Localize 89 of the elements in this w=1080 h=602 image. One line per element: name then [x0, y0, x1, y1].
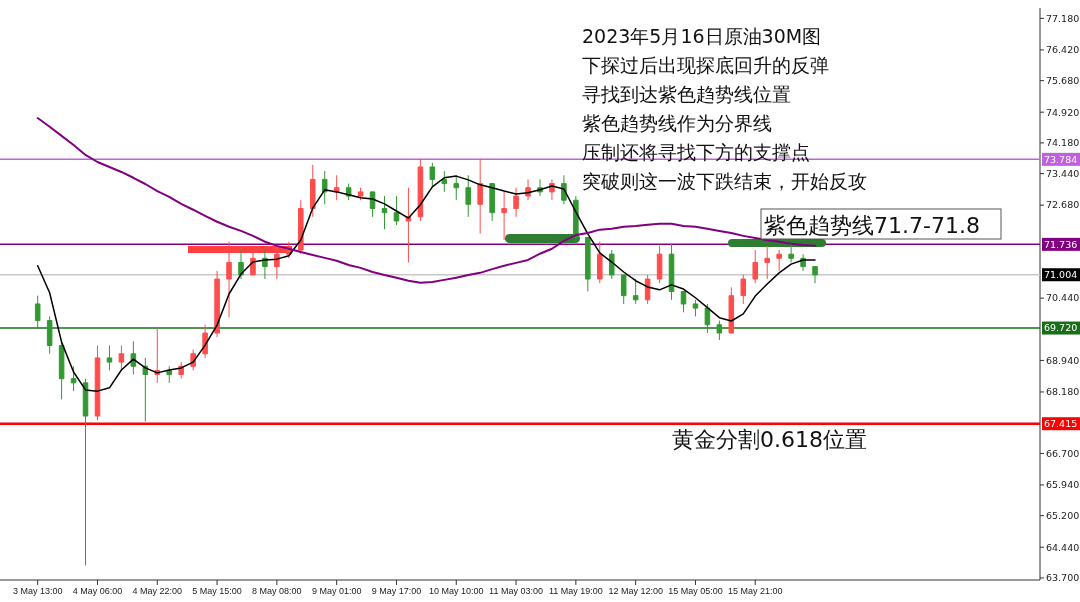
x-tick-label: 5 May 15:00 [192, 586, 242, 596]
ref-line-label: 69.720 [1044, 322, 1078, 334]
candlestick [704, 303, 711, 334]
y-tick-label: 74.920 [1046, 106, 1080, 118]
y-tick-label: 72.680 [1046, 199, 1080, 211]
candlestick [202, 324, 208, 359]
candlestick [429, 162, 436, 189]
candlestick [70, 365, 77, 392]
candlestick [644, 274, 651, 305]
annotation: 紫色趋势线作为分界线 [582, 112, 772, 134]
candlestick [561, 174, 567, 205]
y-tick-label: 65.940 [1046, 479, 1080, 491]
y-tick-label: 66.700 [1046, 447, 1080, 459]
y-tick-label: 63.700 [1046, 572, 1080, 584]
candlestick [453, 174, 460, 201]
candlestick [381, 195, 388, 230]
candlestick [489, 183, 495, 222]
x-tick-label: 15 May 05:00 [668, 586, 723, 596]
candlestick [46, 315, 53, 355]
candlestick [728, 286, 735, 334]
y-tick-label: 76.420 [1046, 44, 1080, 56]
candlestick [597, 241, 603, 284]
candlestick [118, 344, 125, 371]
x-tick-label: 12 May 12:00 [608, 586, 663, 596]
candlestick [274, 245, 280, 280]
candlestick [692, 299, 699, 317]
candlestick [214, 270, 220, 338]
candlestick [680, 291, 687, 313]
candlestick [740, 274, 747, 305]
y-tick-label: 77.180 [1046, 12, 1080, 24]
candlestick [166, 365, 173, 384]
candlestick [226, 241, 232, 318]
x-tick-label: 11 May 19:00 [548, 586, 603, 596]
candlestick [776, 249, 782, 272]
ref-line-label: 71.736 [1044, 238, 1078, 250]
x-tick-label: 3 May 13:00 [12, 586, 63, 596]
candlestick [752, 249, 759, 284]
candlestick [357, 187, 364, 201]
candlestick [106, 344, 113, 371]
candlestick [513, 187, 519, 218]
annotation: 寻找到达紫色趋势线位置 [582, 83, 791, 105]
annotation: 紫色趋势线71.7-71.8 [764, 213, 980, 238]
candlestick [393, 195, 400, 226]
x-tick-label: 8 May 08:00 [252, 586, 302, 596]
candlestick [585, 237, 591, 293]
candlestick [417, 158, 424, 222]
ref-line-label: 67.415 [1044, 418, 1078, 430]
x-tick-label: 9 May 01:00 [311, 586, 362, 596]
candlestick [716, 320, 723, 341]
candlestick [154, 326, 161, 384]
annotation: 黄金分割0.618位置 [672, 427, 867, 452]
x-tick-label: 10 May 10:00 [428, 586, 484, 596]
candlestick [298, 199, 304, 255]
x-tick-label: 4 May 06:00 [72, 586, 123, 596]
candlestick [321, 170, 328, 205]
candlestick [142, 357, 149, 422]
y-tick-label: 74.180 [1046, 137, 1080, 149]
candlestick [608, 249, 615, 280]
candlestick [501, 191, 507, 241]
candlestick [632, 278, 639, 305]
candlestick [788, 243, 794, 263]
candlestick [620, 274, 627, 305]
annotation: 突破则这一波下跌结束，开始反攻 [582, 170, 867, 192]
ref-line-label: 73.784 [1044, 153, 1078, 165]
x-tick-label: 9 May 17:00 [371, 586, 422, 596]
y-tick-label: 68.180 [1046, 386, 1080, 398]
y-tick-label: 68.940 [1046, 354, 1080, 366]
candlestick [812, 266, 818, 284]
annotation: 压制还将寻找下方的支撑点 [582, 141, 810, 163]
candlestick [441, 170, 448, 193]
annotation: 2023年5月16日原油30M图 [582, 25, 822, 47]
candlestick [34, 295, 41, 330]
x-tick-label: 15 May 21:00 [727, 586, 783, 596]
candlestick [309, 164, 316, 218]
x-tick-label: 11 May 03:00 [489, 586, 543, 596]
y-tick-label: 73.440 [1046, 167, 1080, 179]
annotation: 下探过后出现探底回升的反弹 [582, 54, 829, 76]
candlestick [477, 158, 483, 234]
candlestick [333, 174, 340, 201]
y-tick-label: 65.200 [1046, 509, 1080, 521]
x-tick-label: 4 May 22:00 [132, 586, 183, 596]
y-tick-label: 70.440 [1046, 292, 1080, 304]
y-tick-label: 75.680 [1046, 74, 1080, 86]
candlestick [764, 245, 770, 280]
candlestick [465, 174, 471, 218]
ref-line-label: 71.004 [1044, 269, 1078, 281]
y-tick-label: 64.440 [1046, 541, 1080, 553]
candlestick [82, 378, 89, 566]
candlestick [405, 187, 412, 263]
